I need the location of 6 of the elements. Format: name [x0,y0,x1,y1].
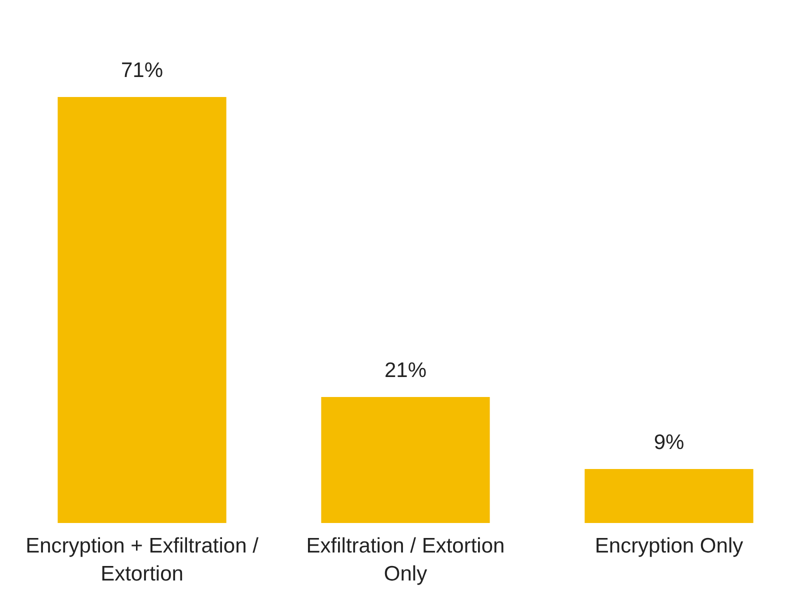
x-tick-label: Exfiltration / Extortion Only [306,534,505,586]
data-label: 21% [384,359,427,382]
x-tick-label: Encryption + Exfiltration / Extortion [26,534,259,586]
x-tick-label: Encryption Only [594,534,744,558]
data-label: 9% [654,431,684,454]
data-label: 71% [121,59,164,82]
